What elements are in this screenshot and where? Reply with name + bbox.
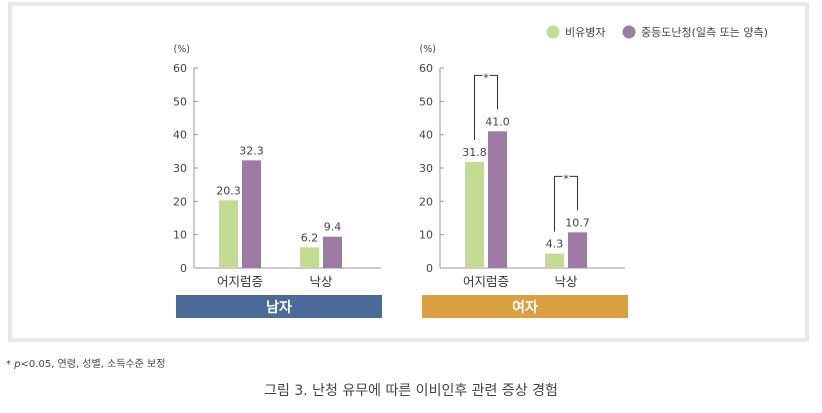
y-tick-label: 50 [419, 95, 433, 108]
legend-label: 중등도난청(일측 또는 양측) [641, 25, 768, 39]
data-label: 20.3 [216, 184, 241, 197]
y-tick-label: 20 [173, 195, 187, 208]
category-label: 낙상 [309, 274, 333, 289]
panel-label-band [176, 295, 382, 318]
bar [465, 162, 484, 268]
data-label: 9.4 [324, 221, 342, 234]
data-label: 6.2 [301, 231, 319, 244]
data-label: 32.3 [239, 144, 264, 157]
significance-bracket [474, 74, 498, 140]
y-tick-label: 50 [173, 95, 187, 108]
bar [568, 232, 587, 268]
bar [242, 160, 261, 268]
data-label: 10.7 [565, 216, 590, 229]
unit-label: (%) [420, 44, 436, 55]
legend-swatch [546, 25, 560, 39]
footnote-text: <0.05, 연령, 성별, 소득수준 보정 [20, 359, 166, 370]
y-tick-label: 10 [419, 229, 433, 242]
panel-label-band [422, 295, 628, 318]
bar [219, 200, 238, 268]
bar [545, 253, 564, 268]
significance-marker: * [563, 172, 569, 185]
y-tick-label: 30 [173, 162, 187, 175]
data-label: 4.3 [546, 238, 564, 251]
category-label: 어지럼증 [463, 274, 509, 289]
chart-frame [8, 2, 809, 342]
data-label: 41.0 [485, 115, 510, 128]
y-tick-label: 40 [173, 129, 187, 142]
footnote: * p<0.05, 연령, 성별, 소득수준 보정 [6, 355, 165, 370]
legend-swatch [622, 25, 636, 39]
panel-label: 남자 [266, 299, 292, 316]
y-tick-label: 0 [426, 262, 433, 275]
y-tick-label: 60 [173, 62, 187, 75]
footnote-star: * [6, 359, 11, 370]
bar [323, 236, 342, 268]
bar-chart: 비유병자 중등도난청(일측 또는 양측) (%) 0 10 20 30 40 50 60 20.3 3… [173, 25, 768, 318]
unit-label: (%) [174, 44, 190, 55]
y-tick-label: 30 [419, 162, 433, 175]
significance-marker: * [483, 71, 489, 84]
y-tick-label: 10 [173, 229, 187, 242]
figure-caption: 그림 3. 난청 유무에 따른 이비인후 관련 증상 경험 [264, 383, 558, 399]
legend-label: 비유병자 [565, 26, 605, 39]
panel-label: 여자 [512, 299, 538, 316]
category-label: 어지럼증 [217, 274, 263, 289]
bar [300, 247, 319, 268]
y-tick-label: 60 [419, 62, 433, 75]
y-tick-label: 40 [419, 129, 433, 142]
footnote-p: p [14, 359, 21, 370]
y-tick-label: 20 [419, 195, 433, 208]
significance-bracket [554, 175, 578, 232]
bar [488, 131, 507, 268]
y-tick-label: 0 [180, 262, 187, 275]
data-label: 31.8 [462, 146, 487, 159]
category-label: 낙상 [554, 274, 578, 289]
